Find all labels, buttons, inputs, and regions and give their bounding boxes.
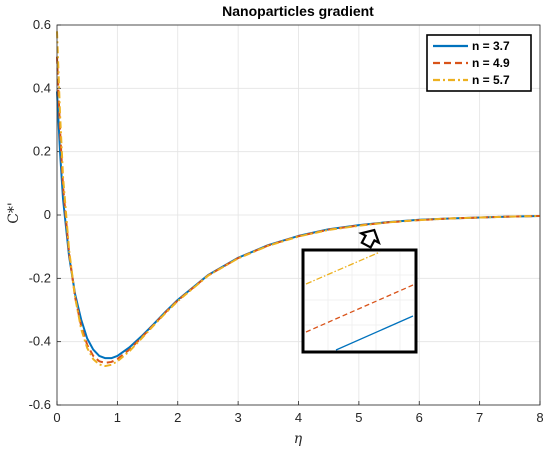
zoom-inset-box: [301, 248, 418, 354]
x-tick-label: 8: [536, 410, 543, 425]
x-tick-label: 2: [174, 410, 181, 425]
legend-label-n-5-7: n = 5.7: [472, 73, 510, 87]
x-tick-label: 5: [355, 410, 362, 425]
y-tick-label: -0.2: [29, 270, 51, 285]
x-axis-label: η: [294, 431, 303, 447]
y-tick-label: 0: [44, 207, 51, 222]
y-axis-label: C*': [6, 202, 22, 224]
x-tick-label: 0: [53, 410, 60, 425]
legend-label-n-4-9: n = 4.9: [472, 56, 510, 70]
y-tick-label: -0.4: [29, 334, 51, 349]
series-lines: [56, 31, 541, 368]
zoom-inset-line-n-5-7: [305, 251, 381, 285]
zoom-inset-line-n-4-9: [305, 284, 414, 333]
legend-label-n-3-7: n = 3.7: [472, 39, 510, 53]
y-ticks: -0.6 -0.4 -0.2 0 0.2 0.4 0.6: [29, 17, 61, 412]
series-line-n-5-7: [56, 31, 541, 368]
zoom-arrow: [358, 228, 381, 249]
y-tick-label: -0.6: [29, 397, 51, 412]
plot-frame: [56, 24, 541, 406]
x-tick-label: 6: [416, 410, 423, 425]
zoom-arrow-shape: [358, 228, 381, 249]
zoom-inset-line-n-3-7: [335, 315, 414, 351]
y-tick-label: 0.4: [33, 80, 51, 95]
y-tick-label: 0.2: [33, 144, 51, 159]
x-tick-label: 4: [295, 410, 302, 425]
legend: n = 3.7 n = 4.9 n = 5.7: [426, 34, 532, 92]
x-tick-label: 7: [476, 410, 483, 425]
zoom-inset: [301, 248, 418, 354]
x-tick-label: 3: [235, 410, 242, 425]
x-tick-label: 1: [114, 410, 121, 425]
x-ticks: 0 1 2 3 4 5 6 7 8: [53, 401, 544, 425]
y-tick-label: 0.6: [33, 17, 51, 32]
chart-title: Nanoparticles gradient: [222, 3, 374, 19]
